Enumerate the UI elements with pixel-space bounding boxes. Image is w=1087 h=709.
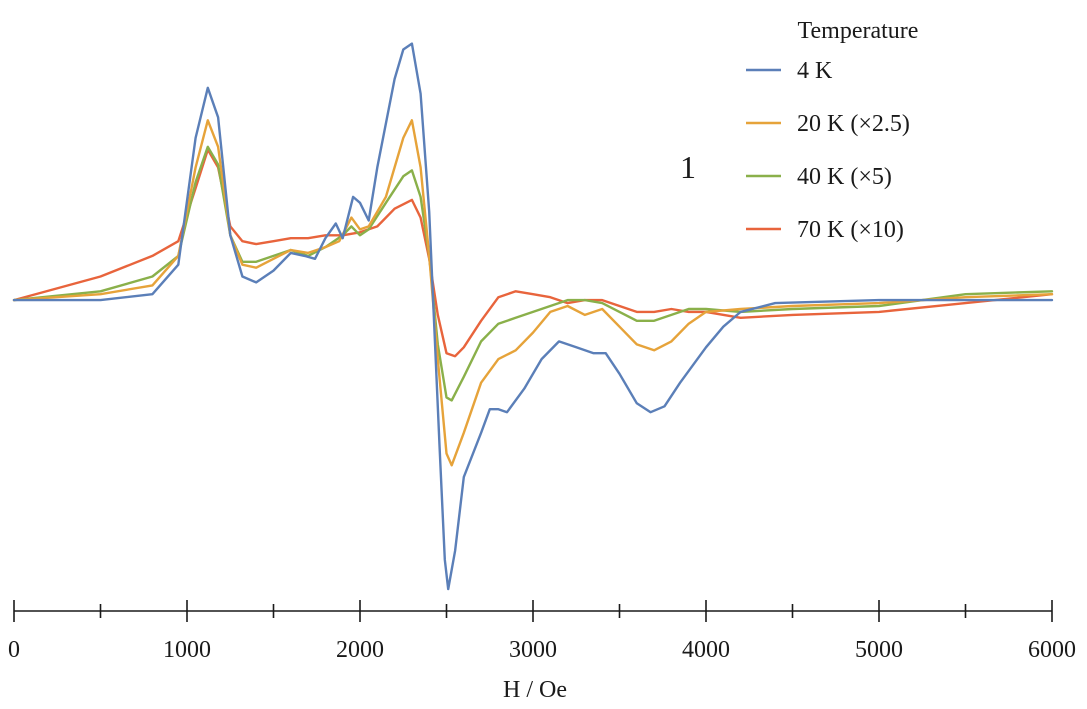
x-tick-label: 4000 xyxy=(682,637,730,663)
legend: Temperature 4 K 20 K (×2.5) 40 K (×5) 70 K … xyxy=(746,18,918,243)
series-layer xyxy=(12,42,1054,591)
x-tick-label: 5000 xyxy=(855,637,903,663)
compound-label: 1 xyxy=(680,149,696,185)
x-tick-label: 1000 xyxy=(163,637,211,663)
x-axis: 0 1000 2000 3000 4000 5000 6000 xyxy=(8,600,1076,663)
legend-label: 70 K (×10) xyxy=(797,217,904,243)
x-tick-label: 0 xyxy=(8,637,20,663)
series-line xyxy=(12,42,1054,591)
series-line xyxy=(12,119,1054,467)
legend-label: 4 K xyxy=(797,58,833,84)
x-tick-label: 6000 xyxy=(1028,637,1076,663)
x-tick-label: 2000 xyxy=(336,637,384,663)
series-line xyxy=(12,148,1054,358)
legend-label: 20 K (×2.5) xyxy=(797,111,910,137)
legend-label: 40 K (×5) xyxy=(797,164,892,190)
x-tick-label: 3000 xyxy=(509,637,557,663)
x-axis-label: H / Oe xyxy=(503,677,567,703)
legend-title: Temperature xyxy=(798,18,919,44)
